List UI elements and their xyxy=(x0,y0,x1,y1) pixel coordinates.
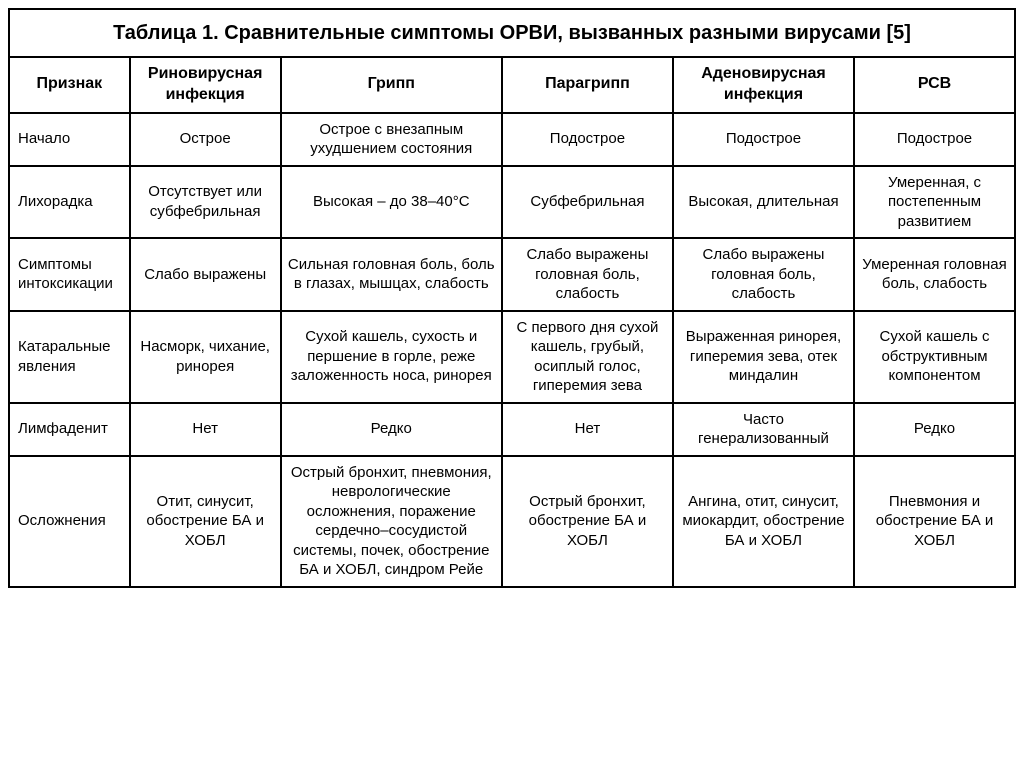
row-label: Катаральные явления xyxy=(9,311,130,403)
table-header-row: Признак Риновирусная инфекция Грипп Пара… xyxy=(9,57,1015,113)
table-row: Катаральные явления Насморк, чихание, ри… xyxy=(9,311,1015,403)
row-label: Лимфаденит xyxy=(9,403,130,456)
table-cell: Слабо выражены головная боль, слабость xyxy=(673,238,854,311)
table-cell: Острое с внезапным ухудшением состояния xyxy=(281,113,502,166)
col-header: РСВ xyxy=(854,57,1015,113)
table-cell: Высокая – до 38–40°С xyxy=(281,166,502,239)
col-header: Признак xyxy=(9,57,130,113)
table-cell: Насморк, чихание, ринорея xyxy=(130,311,281,403)
table-row: Лимфаденит Нет Редко Нет Часто генерализ… xyxy=(9,403,1015,456)
table-cell: Субфебрильная xyxy=(502,166,673,239)
table-cell: Ангина, отит, синусит, миокардит, обостр… xyxy=(673,456,854,587)
row-label: Лихорадка xyxy=(9,166,130,239)
col-header: Парагрипп xyxy=(502,57,673,113)
table-cell: Отит, синусит, обострение БА и ХОБЛ xyxy=(130,456,281,587)
table-cell: Нет xyxy=(130,403,281,456)
table-cell: С первого дня сухой кашель, грубый, осип… xyxy=(502,311,673,403)
table-cell: Часто генерализованный xyxy=(673,403,854,456)
table-row: Осложнения Отит, синусит, обострение БА … xyxy=(9,456,1015,587)
table-cell: Острый бронхит, пневмония, неврологическ… xyxy=(281,456,502,587)
table-cell: Выраженная ринорея, гиперемия зева, отек… xyxy=(673,311,854,403)
table-cell: Сухой кашель с обструктивным компонентом xyxy=(854,311,1015,403)
table-cell: Острый бронхит, обострение БА и ХОБЛ xyxy=(502,456,673,587)
table-cell: Сухой кашель, сухость и першение в горле… xyxy=(281,311,502,403)
table-cell: Нет xyxy=(502,403,673,456)
table-cell: Редко xyxy=(854,403,1015,456)
table-row: Лихорадка Отсутствует или субфебрильная … xyxy=(9,166,1015,239)
row-label: Осложнения xyxy=(9,456,130,587)
table-row: Начало Острое Острое с внезапным ухудшен… xyxy=(9,113,1015,166)
table-cell: Подострое xyxy=(502,113,673,166)
table-cell: Подострое xyxy=(854,113,1015,166)
row-label: Начало xyxy=(9,113,130,166)
table-cell: Умеренная головная боль, слабость xyxy=(854,238,1015,311)
col-header: Аденовирусная инфекция xyxy=(673,57,854,113)
table-row: Симптомы интоксикации Слабо выражены Сил… xyxy=(9,238,1015,311)
table-title: Таблица 1. Сравнительные симптомы ОРВИ, … xyxy=(9,9,1015,57)
col-header: Грипп xyxy=(281,57,502,113)
table-cell: Слабо выражены xyxy=(130,238,281,311)
table-cell: Пневмония и обострение БА и ХОБЛ xyxy=(854,456,1015,587)
table-cell: Отсутствует или субфебрильная xyxy=(130,166,281,239)
table-cell: Острое xyxy=(130,113,281,166)
table-cell: Подострое xyxy=(673,113,854,166)
symptoms-table: Таблица 1. Сравнительные симптомы ОРВИ, … xyxy=(8,8,1016,588)
table-cell: Высокая, длительная xyxy=(673,166,854,239)
table-cell: Редко xyxy=(281,403,502,456)
row-label: Симптомы интоксикации xyxy=(9,238,130,311)
table-cell: Слабо выражены головная боль, слабость xyxy=(502,238,673,311)
table-cell: Сильная головная боль, боль в глазах, мы… xyxy=(281,238,502,311)
table-cell: Умеренная, с постепенным развитием xyxy=(854,166,1015,239)
table-body: Начало Острое Острое с внезапным ухудшен… xyxy=(9,113,1015,587)
col-header: Риновирусная инфекция xyxy=(130,57,281,113)
